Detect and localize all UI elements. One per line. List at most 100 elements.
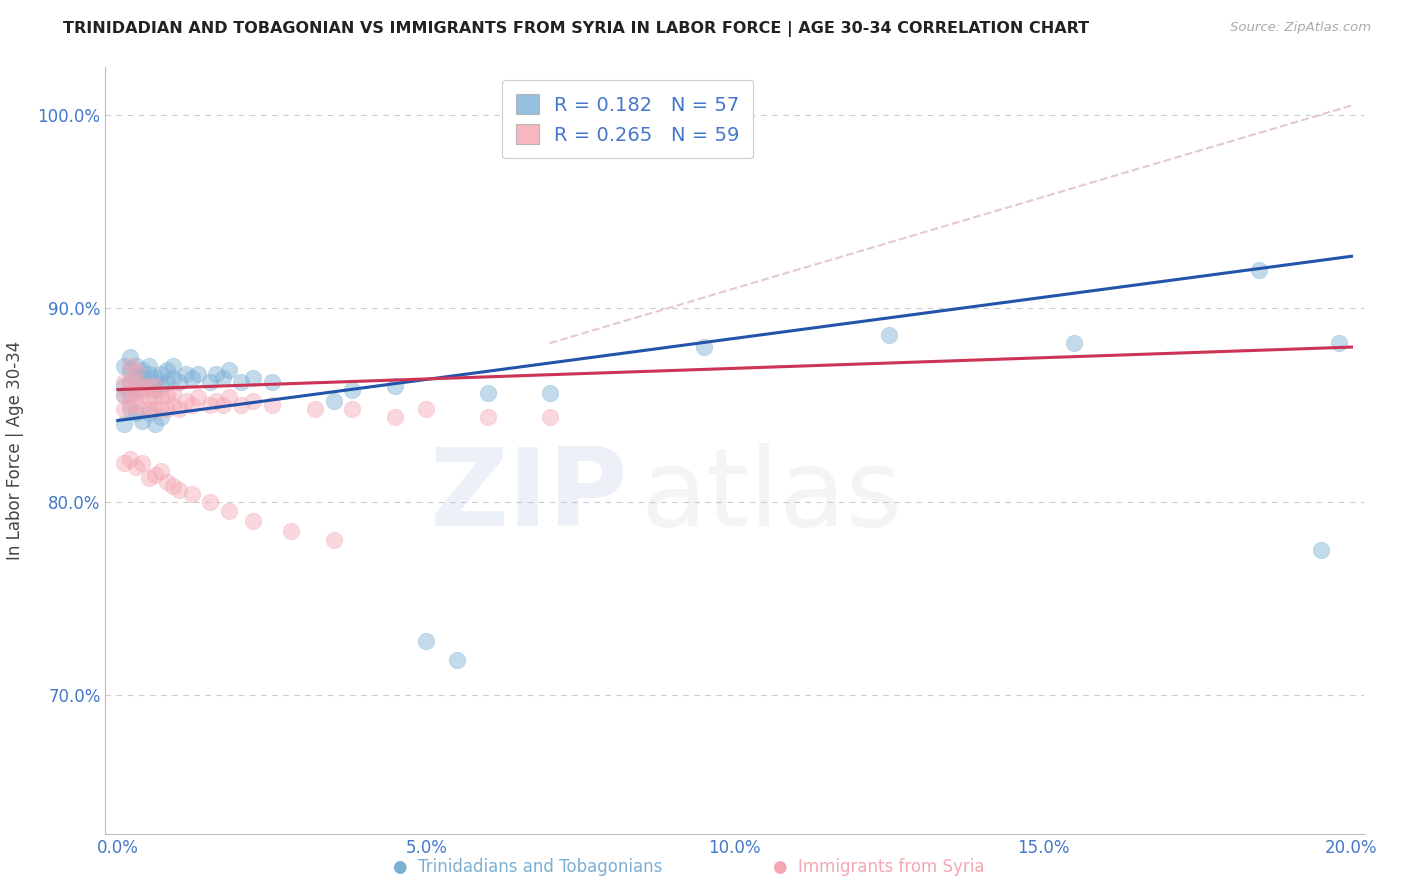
Point xyxy=(174,394,197,409)
Point xyxy=(340,383,363,397)
Point xyxy=(120,350,142,364)
Point xyxy=(187,367,209,381)
Point xyxy=(149,464,172,478)
Point xyxy=(120,452,142,467)
Point xyxy=(120,359,142,374)
Point xyxy=(112,388,135,402)
Point xyxy=(138,406,160,420)
Point xyxy=(125,406,148,420)
Point xyxy=(143,371,166,385)
Point xyxy=(125,386,148,401)
Point xyxy=(200,398,222,412)
Point xyxy=(260,398,283,412)
Point xyxy=(125,459,148,474)
Point xyxy=(138,378,160,392)
Point xyxy=(112,417,135,432)
Point xyxy=(477,386,499,401)
Text: TRINIDADIAN AND TOBAGONIAN VS IMMIGRANTS FROM SYRIA IN LABOR FORCE | AGE 30-34 C: TRINIDADIAN AND TOBAGONIAN VS IMMIGRANTS… xyxy=(63,21,1090,37)
Point xyxy=(205,394,228,409)
Legend: R = 0.182   N = 57, R = 0.265   N = 59: R = 0.182 N = 57, R = 0.265 N = 59 xyxy=(502,80,754,159)
Point xyxy=(180,487,202,501)
Point xyxy=(156,401,179,416)
Point xyxy=(200,494,222,508)
Point xyxy=(125,383,148,397)
Point xyxy=(1247,262,1270,277)
Point xyxy=(125,369,148,384)
Point xyxy=(156,363,179,377)
Point xyxy=(242,514,264,528)
Point xyxy=(384,409,406,424)
Point xyxy=(231,375,253,389)
Point xyxy=(120,375,142,389)
Point xyxy=(125,375,148,389)
Point xyxy=(149,378,172,392)
Point xyxy=(149,409,172,424)
Point xyxy=(125,359,148,374)
Point xyxy=(174,367,197,381)
Point xyxy=(218,363,240,377)
Point xyxy=(322,533,344,548)
Point xyxy=(242,371,264,385)
Point xyxy=(143,378,166,392)
Point xyxy=(120,388,142,402)
Point xyxy=(169,401,191,416)
Point xyxy=(538,386,561,401)
Point xyxy=(231,398,253,412)
Point xyxy=(162,359,184,374)
Point xyxy=(143,375,166,389)
Point xyxy=(120,363,142,377)
Point xyxy=(120,401,142,416)
Text: ●  Trinidadians and Tobagonians: ● Trinidadians and Tobagonians xyxy=(392,858,662,876)
Point xyxy=(304,401,326,416)
Point xyxy=(877,328,900,343)
Point xyxy=(260,375,283,389)
Point xyxy=(218,504,240,518)
Text: atlas: atlas xyxy=(640,443,903,549)
Point xyxy=(131,456,153,470)
Point xyxy=(131,413,153,427)
Point xyxy=(131,371,153,385)
Point xyxy=(143,401,166,416)
Point xyxy=(205,367,228,381)
Point xyxy=(180,371,202,385)
Point xyxy=(149,401,172,416)
Point xyxy=(143,467,166,482)
Point xyxy=(120,375,142,389)
Point xyxy=(156,388,179,402)
Point xyxy=(149,367,172,381)
Point xyxy=(112,388,135,402)
Point xyxy=(340,401,363,416)
Point xyxy=(415,633,437,648)
Point xyxy=(131,378,153,392)
Point xyxy=(120,386,142,401)
Point xyxy=(149,388,172,402)
Point xyxy=(446,653,468,667)
Point xyxy=(138,401,160,416)
Point xyxy=(131,401,153,416)
Point xyxy=(112,359,135,374)
Point xyxy=(538,409,561,424)
Point xyxy=(218,390,240,404)
Point xyxy=(322,394,344,409)
Point xyxy=(125,375,148,389)
Point xyxy=(1327,336,1350,351)
Point xyxy=(120,398,142,412)
Point xyxy=(1309,543,1331,558)
Point xyxy=(112,378,135,392)
Point xyxy=(138,359,160,374)
Point xyxy=(280,524,302,538)
Point xyxy=(162,479,184,493)
Point xyxy=(112,456,135,470)
Point xyxy=(211,398,233,412)
Point xyxy=(143,383,166,397)
Point xyxy=(156,375,179,389)
Point xyxy=(143,390,166,404)
Point xyxy=(693,340,716,354)
Point xyxy=(162,386,184,401)
Y-axis label: In Labor Force | Age 30-34: In Labor Force | Age 30-34 xyxy=(6,341,24,560)
Point xyxy=(131,388,153,402)
Point xyxy=(169,375,191,389)
Point xyxy=(162,371,184,385)
Point xyxy=(125,363,148,377)
Point xyxy=(169,483,191,497)
